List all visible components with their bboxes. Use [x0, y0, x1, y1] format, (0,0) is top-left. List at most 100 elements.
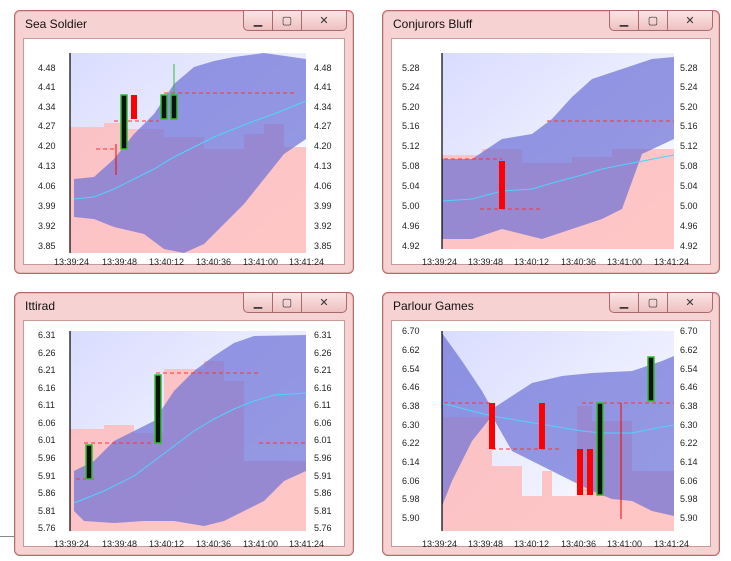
y-tick-label: 6.30 — [402, 420, 420, 430]
y-tick-label: 6.22 — [402, 438, 420, 448]
title-bar[interactable]: Ittirad ▁ ▢ ✕ — [15, 293, 353, 319]
y-tick-label: 5.90 — [680, 513, 698, 523]
y-axis-left-labels: 5.28 5.24 5.20 5.16 5.12 5.08 5.04 5.00 … — [402, 63, 420, 251]
minimize-button[interactable]: ▁ — [609, 293, 639, 313]
x-tick-label: 13:41:00 — [607, 539, 642, 548]
candle-up — [596, 402, 604, 496]
y-tick-label: 3.92 — [314, 221, 332, 231]
y-tick-label: 5.86 — [38, 488, 56, 498]
minimize-icon: ▁ — [619, 297, 629, 309]
candle-down — [587, 449, 593, 495]
chart-window-ittirad[interactable]: Ittirad ▁ ▢ ✕ 6.31 — [14, 292, 354, 556]
y-tick-label: 6.38 — [680, 401, 698, 411]
y-tick-label: 6.11 — [38, 400, 55, 410]
y-tick-label: 3.92 — [38, 221, 56, 231]
candle-up — [160, 94, 168, 120]
y-tick-label: 5.76 — [38, 523, 56, 533]
title-bar[interactable]: Sea Soldier ▁ ▢ ✕ — [15, 11, 353, 37]
close-button[interactable]: ✕ — [668, 11, 713, 31]
y-tick-label: 6.31 — [38, 330, 56, 340]
x-tick-label: 13:39:48 — [102, 257, 137, 266]
y-tick-label: 6.31 — [314, 330, 332, 340]
maximize-icon: ▢ — [281, 297, 293, 309]
y-tick-label: 5.91 — [38, 471, 56, 481]
minimize-icon: ▁ — [619, 15, 629, 27]
x-axis-labels: 13:39:24 13:39:48 13:40:12 13:40:36 13:4… — [54, 539, 324, 548]
y-tick-label: 6.06 — [38, 418, 56, 428]
y-axis-right-labels: 6.31 6.26 6.21 6.16 6.11 6.06 6.01 5.96 … — [314, 330, 332, 533]
y-tick-label: 6.30 — [680, 420, 698, 430]
y-tick-label: 6.54 — [402, 364, 420, 374]
minimize-button[interactable]: ▁ — [243, 293, 273, 313]
y-tick-label: 6.62 — [680, 345, 698, 355]
close-icon: ✕ — [319, 297, 329, 309]
chart-window-conjurors-bluff[interactable]: Conjurors Bluff ▁ ▢ ✕ 5.28 5.24 — [382, 10, 720, 274]
chart-area: 5.28 5.24 5.20 5.16 5.12 5.08 5.04 5.00 … — [391, 38, 711, 266]
maximize-button[interactable]: ▢ — [639, 293, 668, 313]
x-tick-label: 13:39:24 — [54, 257, 89, 266]
price-chart: 4.48 4.41 4.34 4.27 4.20 4.13 4.06 3.99 … — [38, 53, 332, 266]
close-button[interactable]: ✕ — [302, 11, 347, 31]
x-tick-label: 13:40:12 — [514, 539, 549, 548]
y-tick-label: 6.16 — [38, 383, 56, 393]
y-tick-label: 6.06 — [680, 476, 698, 486]
y-tick-label: 5.12 — [402, 141, 420, 151]
y-tick-label: 5.08 — [402, 161, 420, 171]
maximize-icon: ▢ — [647, 297, 659, 309]
minimize-button[interactable]: ▁ — [609, 11, 639, 31]
candle-down — [499, 161, 505, 209]
x-tick-label: 13:39:24 — [422, 539, 457, 548]
moving-average-line — [441, 154, 675, 202]
y-tick-label: 5.16 — [402, 121, 420, 131]
y-tick-label: 5.81 — [314, 506, 332, 516]
title-bar[interactable]: Parlour Games ▁ ▢ ✕ — [383, 293, 719, 319]
maximize-button[interactable]: ▢ — [639, 11, 668, 31]
chart-window-parlour-games[interactable]: Parlour Games ▁ ▢ ✕ — [382, 292, 720, 556]
y-tick-label: 5.20 — [402, 102, 420, 112]
maximize-button[interactable]: ▢ — [273, 293, 302, 313]
y-tick-label: 4.20 — [38, 141, 56, 151]
chart-window-sea-soldier[interactable]: Sea Soldier ▁ ▢ ✕ — [14, 10, 354, 274]
y-tick-label: 4.20 — [314, 141, 332, 151]
x-tick-label: 13:40:12 — [514, 257, 549, 266]
bollinger-band — [74, 335, 306, 526]
y-tick-label: 5.20 — [680, 102, 698, 112]
y-tick-label: 6.26 — [38, 348, 56, 358]
x-tick-label: 13:40:12 — [149, 257, 184, 266]
y-tick-label: 5.91 — [314, 471, 332, 481]
x-tick-label: 13:40:36 — [561, 539, 596, 548]
minimize-icon: ▁ — [253, 297, 263, 309]
window-title: Parlour Games — [393, 299, 474, 313]
y-tick-label: 4.48 — [314, 63, 332, 73]
close-button[interactable]: ✕ — [302, 293, 347, 313]
y-tick-label: 5.90 — [402, 513, 420, 523]
y-tick-label: 6.22 — [680, 438, 698, 448]
close-button[interactable]: ✕ — [668, 293, 713, 313]
y-tick-label: 5.12 — [680, 141, 698, 151]
x-tick-label: 13:40:36 — [561, 257, 596, 266]
title-bar[interactable]: Conjurors Bluff ▁ ▢ ✕ — [383, 11, 719, 37]
price-chart: 6.31 6.26 6.21 6.16 6.11 6.06 6.01 5.96 … — [38, 330, 332, 548]
y-tick-label: 6.06 — [314, 418, 332, 428]
y-tick-label: 5.04 — [680, 181, 698, 191]
y-tick-label: 4.13 — [314, 161, 332, 171]
maximize-button[interactable]: ▢ — [273, 11, 302, 31]
y-tick-label: 5.96 — [38, 453, 56, 463]
price-chart: 6.70 6.62 6.54 6.46 6.38 6.30 6.22 6.14 … — [402, 326, 698, 548]
chart-area: 4.48 4.41 4.34 4.27 4.20 4.13 4.06 3.99 … — [23, 38, 345, 266]
x-tick-label: 13:41:24 — [289, 539, 324, 548]
y-tick-label: 3.99 — [314, 201, 332, 211]
candle-up — [120, 94, 128, 150]
y-tick-label: 4.41 — [38, 82, 56, 92]
y-tick-label: 4.96 — [680, 221, 698, 231]
x-tick-label: 13:40:36 — [196, 539, 231, 548]
x-tick-label: 13:41:00 — [243, 257, 278, 266]
y-axis-right-labels: 6.70 6.62 6.54 6.46 6.38 6.30 6.22 6.14 … — [680, 326, 698, 523]
y-axis-left-labels: 6.31 6.26 6.21 6.16 6.11 6.06 6.01 5.96 … — [38, 330, 56, 533]
maximize-icon: ▢ — [281, 15, 293, 27]
minimize-button[interactable]: ▁ — [243, 11, 273, 31]
y-tick-label: 6.38 — [402, 401, 420, 411]
moving-average-line — [73, 100, 307, 200]
window-title: Sea Soldier — [25, 17, 88, 31]
chart-area: 6.31 6.26 6.21 6.16 6.11 6.06 6.01 5.96 … — [23, 320, 345, 548]
